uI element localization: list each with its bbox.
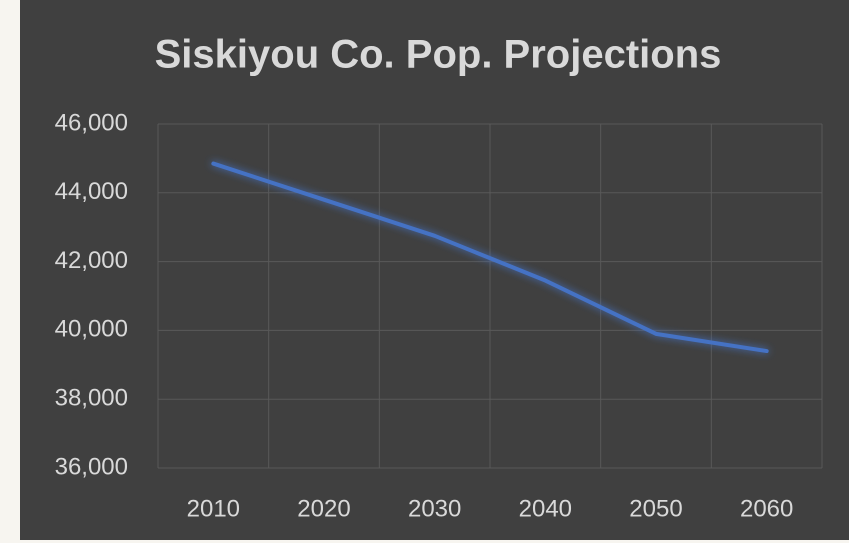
data-line	[211, 161, 769, 354]
y-tick-label: 40,000	[55, 316, 128, 343]
y-tick-label: 38,000	[55, 385, 128, 412]
y-tick-label: 46,000	[55, 109, 128, 136]
y-tick-label: 36,000	[55, 453, 128, 480]
chart-background	[20, 0, 849, 540]
x-tick-label: 2010	[187, 495, 240, 522]
y-tick-label: 42,000	[55, 247, 128, 274]
x-tick-label: 2060	[740, 495, 793, 522]
x-tick-label: 2050	[629, 495, 682, 522]
y-tick-label: 44,000	[55, 178, 128, 205]
x-tick-label: 2020	[297, 495, 350, 522]
x-tick-label: 2030	[408, 495, 461, 522]
chart-title: Siskiyou Co. Pop. Projections	[155, 33, 722, 77]
x-tick-label: 2040	[519, 495, 572, 522]
